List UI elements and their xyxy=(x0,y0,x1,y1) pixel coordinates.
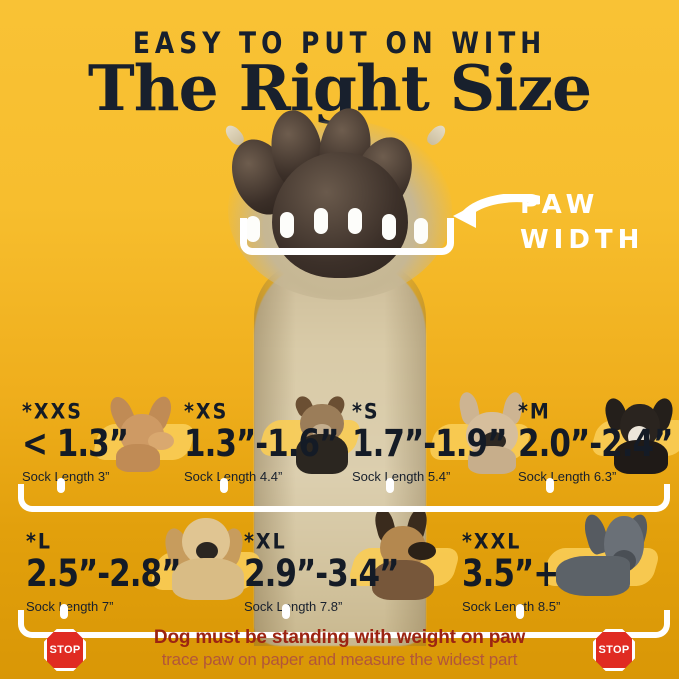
size-range: < 1.3” xyxy=(22,422,129,466)
stop-sign-icon-left: STOP xyxy=(44,629,86,671)
measurement-bracket-icon xyxy=(240,218,454,255)
size-code: *XXL xyxy=(462,529,522,555)
ruler-tick xyxy=(57,478,65,493)
dog-photo-french-bulldog xyxy=(456,390,542,474)
paw-width-callout: PAW WIDTH xyxy=(520,188,670,258)
sock-length-label: Sock Length 3” xyxy=(22,468,110,484)
footer-line-2: trace paw on paper and measure the wides… xyxy=(161,650,518,669)
arrow-left-icon xyxy=(453,194,540,228)
sock-length-label: Sock Length 6.3” xyxy=(518,468,617,484)
sock-length-label: Sock Length 4.4” xyxy=(184,468,283,484)
size-entry-s: *S 1.7”-1.9” Sock Length 5.4” xyxy=(352,399,507,484)
paw-nail-marker xyxy=(348,208,362,234)
size-code: *L xyxy=(26,529,53,555)
size-entry-xxs: *XXS < 1.3” Sock Length 3” xyxy=(22,399,129,484)
sock-length-label: Sock Length 7.8” xyxy=(244,598,343,614)
size-entry-xl: *XL 2.9”-3.4” Sock Length 7.8” xyxy=(244,529,399,614)
sock-length-label: Sock Length 5.4” xyxy=(352,468,451,484)
dog-photo-golden-retriever xyxy=(161,512,260,600)
size-range: 2.9”-3.4” xyxy=(244,552,399,596)
size-entry-l: *L 2.5”-2.8” Sock Length 7” xyxy=(26,529,181,614)
stop-sign-icon-right: STOP xyxy=(593,629,635,671)
size-code: *M xyxy=(518,399,551,425)
size-code: *XL xyxy=(244,529,287,555)
stop-sign-label: STOP xyxy=(598,644,630,656)
ruler-tick xyxy=(220,478,228,493)
dog-photo-bernese-mountain-dog xyxy=(601,392,679,474)
size-code: *XXS xyxy=(22,399,83,425)
sock-length-label: Sock Length 8.5” xyxy=(462,598,561,614)
size-ruler-bottom xyxy=(18,610,670,638)
dog-photo-yorkshire-terrier xyxy=(288,393,368,474)
size-range: 3.5”+ xyxy=(462,552,559,596)
size-entry-xs: *XS 1.3”-1.6” Sock Length 4.4” xyxy=(184,399,339,484)
paw-width-label-line2: WIDTH xyxy=(520,225,645,256)
footer-line-1: Dog must be standing with weight on paw xyxy=(153,627,526,648)
size-entry-m: *M 2.0”-2.4” Sock Length 6.3” xyxy=(518,399,673,484)
size-range: 2.0”-2.4” xyxy=(518,422,673,466)
dog-photo-chihuahua xyxy=(105,393,188,472)
size-range: 1.7”-1.9” xyxy=(352,422,507,466)
size-code: *S xyxy=(352,399,380,425)
paw-claw-icon xyxy=(424,122,449,148)
size-range: 2.5”-2.8” xyxy=(26,552,181,596)
paw-width-label-line1: PAW xyxy=(520,190,600,220)
size-code: *XS xyxy=(184,399,229,425)
size-ruler-top xyxy=(18,484,670,512)
kicker-text: EASY TO PUT ON WITH xyxy=(132,26,547,61)
paw-nail-marker xyxy=(280,212,294,238)
paw-nail-marker xyxy=(382,214,396,240)
dog-photo-great-dane xyxy=(552,508,662,600)
paw-nail-marker xyxy=(414,218,428,244)
paw-leg-shade-left xyxy=(254,266,296,646)
paw-nail-marker xyxy=(314,208,328,234)
ruler-tick xyxy=(546,478,554,493)
ruler-tick xyxy=(60,604,68,619)
stop-sign-label: STOP xyxy=(49,644,81,656)
footer-instructions: STOP Dog must be standing with weight on… xyxy=(0,621,679,679)
dog-photo-german-shepherd xyxy=(364,506,458,600)
ruler-tick xyxy=(282,604,290,619)
size-range: 1.3”-1.6” xyxy=(184,422,339,466)
size-entry-xxl: *XXL 3.5”+ Sock Length 8.5” xyxy=(462,529,561,614)
sock-length-label: Sock Length 7” xyxy=(26,598,114,614)
ruler-tick xyxy=(386,478,394,493)
ruler-tick xyxy=(516,604,524,619)
